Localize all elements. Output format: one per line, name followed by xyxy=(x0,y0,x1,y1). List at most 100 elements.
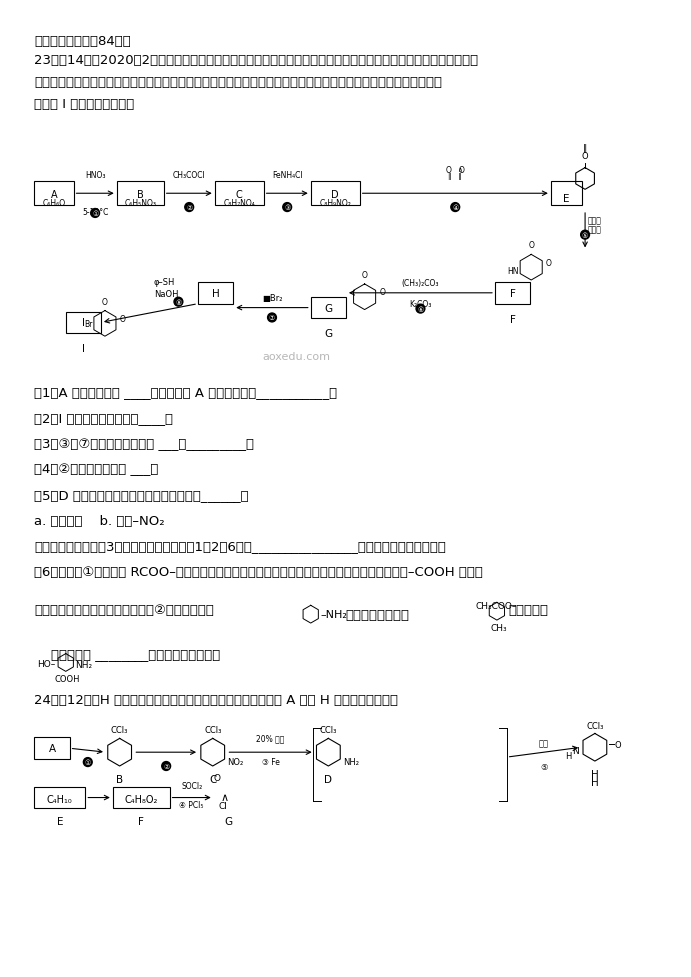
Circle shape xyxy=(580,231,589,239)
Text: CH₃: CH₃ xyxy=(491,623,507,632)
Text: O: O xyxy=(361,271,368,279)
Text: 的合成路线 ________（无机试剂任用）。: 的合成路线 ________（无机试剂任用）。 xyxy=(35,647,220,660)
Text: ■Br₂: ■Br₂ xyxy=(262,293,282,302)
Text: O: O xyxy=(614,740,621,749)
Bar xyxy=(117,183,164,206)
Text: O: O xyxy=(582,151,589,160)
Text: F: F xyxy=(510,288,515,299)
Text: N: N xyxy=(572,746,579,755)
Text: CH₃COO–: CH₃COO– xyxy=(475,602,517,611)
Text: NH₂: NH₂ xyxy=(75,659,93,669)
Bar xyxy=(66,313,101,334)
Text: COOH: COOH xyxy=(55,675,80,684)
Circle shape xyxy=(451,203,460,212)
Text: I: I xyxy=(82,319,85,328)
Text: ‖: ‖ xyxy=(583,144,587,152)
Text: O: O xyxy=(214,773,220,782)
Text: 醋酸铵: 醋酸铵 xyxy=(588,226,602,234)
Text: ①: ① xyxy=(85,759,91,765)
Text: E: E xyxy=(563,194,569,204)
Bar xyxy=(35,183,73,206)
Text: C: C xyxy=(236,191,243,200)
Text: C₄H₈O₂: C₄H₈O₂ xyxy=(124,793,158,804)
Text: C₆H₆O: C₆H₆O xyxy=(42,199,66,208)
Text: （3）③、⑦的反应类型分别是 ___、_________。: （3）③、⑦的反应类型分别是 ___、_________。 xyxy=(35,438,254,450)
Text: ⑦: ⑦ xyxy=(269,316,275,321)
Bar xyxy=(215,183,264,206)
Bar xyxy=(113,786,169,809)
Text: SOCl₂: SOCl₂ xyxy=(181,781,202,789)
Text: ⑥: ⑥ xyxy=(417,306,424,313)
Circle shape xyxy=(174,298,183,307)
Text: HNO₃: HNO₃ xyxy=(85,171,106,181)
Text: 其中核磁共振氢谱为3组峰，且峰面积之比为1：2：6的为________________（任写一种结构简式）。: 其中核磁共振氢谱为3组峰，且峰面积之比为1：2：6的为_____________… xyxy=(35,539,446,553)
Text: 碳酸钾: 碳酸钾 xyxy=(588,216,602,225)
Circle shape xyxy=(84,758,92,767)
Text: CCl₃: CCl₃ xyxy=(586,721,603,730)
Text: ∧: ∧ xyxy=(457,166,463,172)
Text: HO–: HO– xyxy=(37,659,55,668)
Text: 为原料制备: 为原料制备 xyxy=(509,603,549,616)
Text: B: B xyxy=(116,774,123,785)
Text: HN: HN xyxy=(507,267,518,276)
Circle shape xyxy=(283,203,292,212)
Text: E: E xyxy=(57,817,63,827)
Text: F: F xyxy=(138,817,144,827)
Text: φ–SH: φ–SH xyxy=(154,277,176,286)
Bar xyxy=(551,183,582,206)
Text: O   O: O O xyxy=(446,165,464,174)
Text: ②: ② xyxy=(186,205,192,211)
Text: ④ PCl₅: ④ PCl₅ xyxy=(180,801,204,810)
Text: ③: ③ xyxy=(284,205,290,211)
Text: CCl₃: CCl₃ xyxy=(111,726,129,735)
Text: H: H xyxy=(565,751,571,760)
Bar xyxy=(35,738,70,759)
Text: G: G xyxy=(324,329,332,339)
Circle shape xyxy=(416,305,425,314)
Text: O: O xyxy=(546,259,552,268)
Text: H: H xyxy=(591,777,599,787)
Text: NO₂: NO₂ xyxy=(227,757,244,766)
Text: 20% 盐酸: 20% 盐酸 xyxy=(256,734,285,743)
Circle shape xyxy=(184,203,193,212)
Text: C₈H₇NO₄: C₈H₇NO₄ xyxy=(223,199,255,208)
Text: NH₂: NH₂ xyxy=(343,757,359,766)
Bar xyxy=(311,297,346,319)
Text: I: I xyxy=(82,344,85,354)
Text: –NH₂: –NH₂ xyxy=(321,610,348,619)
Text: （2）I 中含氧官能团名称是____。: （2）I 中含氧官能团名称是____。 xyxy=(35,411,173,425)
Text: ）易氧化。设计以: ）易氧化。设计以 xyxy=(345,608,409,621)
Text: CH₃COCl: CH₃COCl xyxy=(173,171,206,181)
Text: CCl₃: CCl₃ xyxy=(320,726,337,735)
Text: D: D xyxy=(332,191,339,200)
Text: 二、非选择题（共84分）: 二、非选择题（共84分） xyxy=(35,34,131,48)
Text: 23、（14分）2020年2月，国家卫生健康委办公厅、国家中医药管理局办公室联合发出《关于印发新型冠状病毒肺炎: 23、（14分）2020年2月，国家卫生健康委办公厅、国家中医药管理局办公室联合… xyxy=(35,54,478,67)
Text: O: O xyxy=(102,297,108,307)
Text: Br: Br xyxy=(84,319,92,328)
Text: O: O xyxy=(528,241,534,250)
Text: C₄H₁₀: C₄H₁₀ xyxy=(47,793,73,804)
Text: ④: ④ xyxy=(452,205,458,211)
Text: ‖   ‖: ‖ ‖ xyxy=(448,173,462,181)
Bar xyxy=(311,183,360,206)
Text: G: G xyxy=(324,303,332,314)
Text: CCl₃: CCl₃ xyxy=(204,726,221,735)
Text: O: O xyxy=(120,315,126,323)
Bar xyxy=(495,282,530,305)
Circle shape xyxy=(162,762,171,771)
Text: ③ Fe: ③ Fe xyxy=(262,757,279,766)
Text: K₂CO₃: K₂CO₃ xyxy=(409,299,432,309)
Text: A: A xyxy=(50,191,57,200)
Bar xyxy=(35,786,85,809)
Text: (CH₃)₂CO₃: (CH₃)₂CO₃ xyxy=(401,278,439,287)
Text: ⑧: ⑧ xyxy=(176,299,182,306)
Bar xyxy=(198,282,234,305)
Text: （5）D 的同分异构体中，满足下列条件的有______种: （5）D 的同分异构体中，满足下列条件的有______种 xyxy=(35,488,249,501)
Text: ②: ② xyxy=(163,763,169,769)
Text: ①: ① xyxy=(92,211,98,217)
Text: B: B xyxy=(137,191,144,200)
Text: G: G xyxy=(225,817,232,827)
Text: FeNH₄Cl: FeNH₄Cl xyxy=(272,171,303,181)
Text: 24、（12分）H 是一种可用于治疗肿瘤的药物中间体，由芳香烃 A 制备 H 的合成路线如图。: 24、（12分）H 是一种可用于治疗肿瘤的药物中间体，由芳香烃 A 制备 H 的… xyxy=(35,694,399,706)
Text: aoxedu.com: aoxedu.com xyxy=(262,352,330,361)
